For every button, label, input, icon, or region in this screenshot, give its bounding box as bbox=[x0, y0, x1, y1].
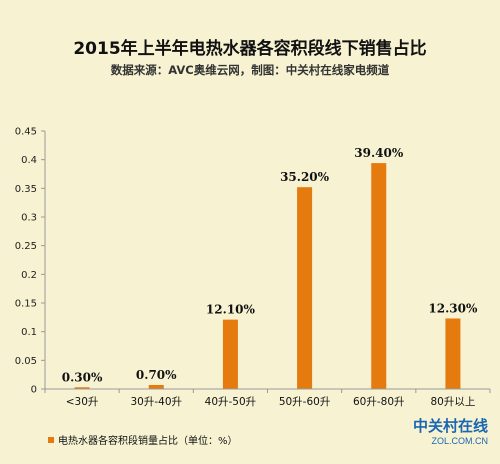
y-axis: 0 0.05 0.1 0.15 0.2 0.25 0.3 0.35 0.4 0.45 bbox=[15, 127, 46, 396]
x-tick-label: 80升以上 bbox=[430, 396, 475, 408]
x-axis: <30升 30升-40升 40升-50升 50升-60升 60升-80升 80升以上 bbox=[44, 388, 491, 408]
legend: 电热水器各容积段销量占比（单位：%） bbox=[48, 434, 238, 447]
y-tick-label: 0.15 bbox=[15, 299, 37, 310]
watermark-domain: ZOL.COM.CN bbox=[431, 436, 488, 446]
bar bbox=[222, 319, 238, 389]
y-tick-label: 0.35 bbox=[15, 184, 37, 195]
y-tick-label: 0.4 bbox=[21, 155, 37, 166]
y-tick-label: 0.45 bbox=[15, 127, 37, 138]
y-tick-label: 0.05 bbox=[15, 356, 37, 367]
data-label: 12.30% bbox=[428, 301, 478, 315]
bars: 0.30% 0.70% 12.10% 35.20% 39.40% 12.30% bbox=[62, 146, 478, 389]
y-tick-label: 0.1 bbox=[21, 327, 37, 338]
bar bbox=[371, 163, 387, 389]
chart-subtitle: 数据来源：AVC奥维云网，制图：中关村在线家电频道 bbox=[110, 63, 390, 77]
bar bbox=[297, 187, 313, 389]
y-tick-label: 0 bbox=[31, 385, 37, 396]
x-tick-label: 40升-50升 bbox=[205, 396, 257, 408]
y-tick-label: 0.2 bbox=[21, 270, 37, 281]
bar bbox=[445, 318, 461, 389]
y-tick-label: 0.3 bbox=[21, 213, 37, 224]
x-tick-label: 50升-60升 bbox=[279, 396, 331, 408]
legend-swatch bbox=[48, 437, 54, 443]
bar bbox=[74, 387, 90, 389]
watermark-brand: 中关村在线 bbox=[412, 418, 488, 435]
x-tick-label: 60升-80升 bbox=[353, 396, 405, 408]
y-tick-label: 0.25 bbox=[15, 241, 37, 252]
legend-label: 电热水器各容积段销量占比（单位：%） bbox=[58, 434, 238, 447]
data-label: 0.30% bbox=[62, 370, 103, 384]
x-tick-label: 30升-40升 bbox=[130, 396, 182, 408]
chart-title: 2015年上半年电热水器各容积段线下销售占比 bbox=[73, 39, 427, 59]
watermark: 中关村在线 ZOL.COM.CN bbox=[413, 415, 488, 446]
data-label: 35.20% bbox=[280, 170, 330, 184]
data-label: 39.40% bbox=[354, 146, 404, 160]
x-tick-label: <30升 bbox=[66, 396, 99, 408]
data-label: 12.10% bbox=[206, 303, 256, 317]
data-label: 0.70% bbox=[136, 368, 177, 382]
bar bbox=[148, 384, 164, 389]
